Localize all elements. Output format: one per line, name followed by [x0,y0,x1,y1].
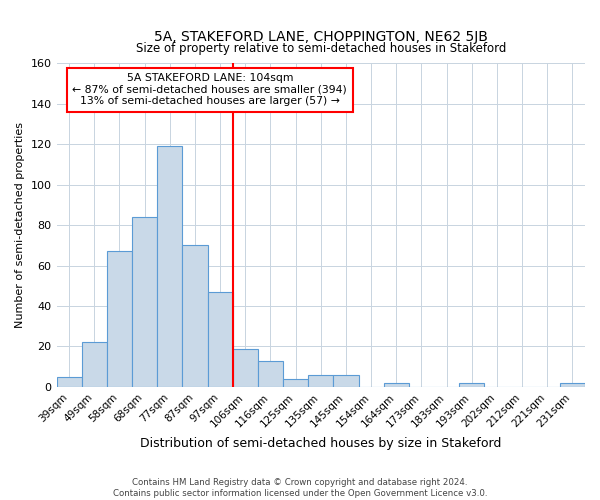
Bar [233,348,258,387]
Bar [334,375,359,387]
Y-axis label: Number of semi-detached properties: Number of semi-detached properties [15,122,25,328]
Bar [560,383,585,387]
Bar [157,146,182,387]
Bar [383,383,409,387]
Bar [82,342,107,387]
Text: 5A STAKEFORD LANE: 104sqm
← 87% of semi-detached houses are smaller (394)
13% of: 5A STAKEFORD LANE: 104sqm ← 87% of semi-… [73,73,347,106]
Bar [283,379,308,387]
Title: 5A, STAKEFORD LANE, CHOPPINGTON, NE62 5JB: 5A, STAKEFORD LANE, CHOPPINGTON, NE62 5J… [154,30,488,44]
Text: Size of property relative to semi-detached houses in Stakeford: Size of property relative to semi-detach… [136,42,506,55]
Bar [459,383,484,387]
Text: Contains HM Land Registry data © Crown copyright and database right 2024.
Contai: Contains HM Land Registry data © Crown c… [113,478,487,498]
Bar [208,292,233,387]
Bar [56,377,82,387]
X-axis label: Distribution of semi-detached houses by size in Stakeford: Distribution of semi-detached houses by … [140,437,502,450]
Bar [258,360,283,387]
Bar [132,217,157,387]
Bar [182,246,208,387]
Bar [308,375,334,387]
Bar [107,252,132,387]
